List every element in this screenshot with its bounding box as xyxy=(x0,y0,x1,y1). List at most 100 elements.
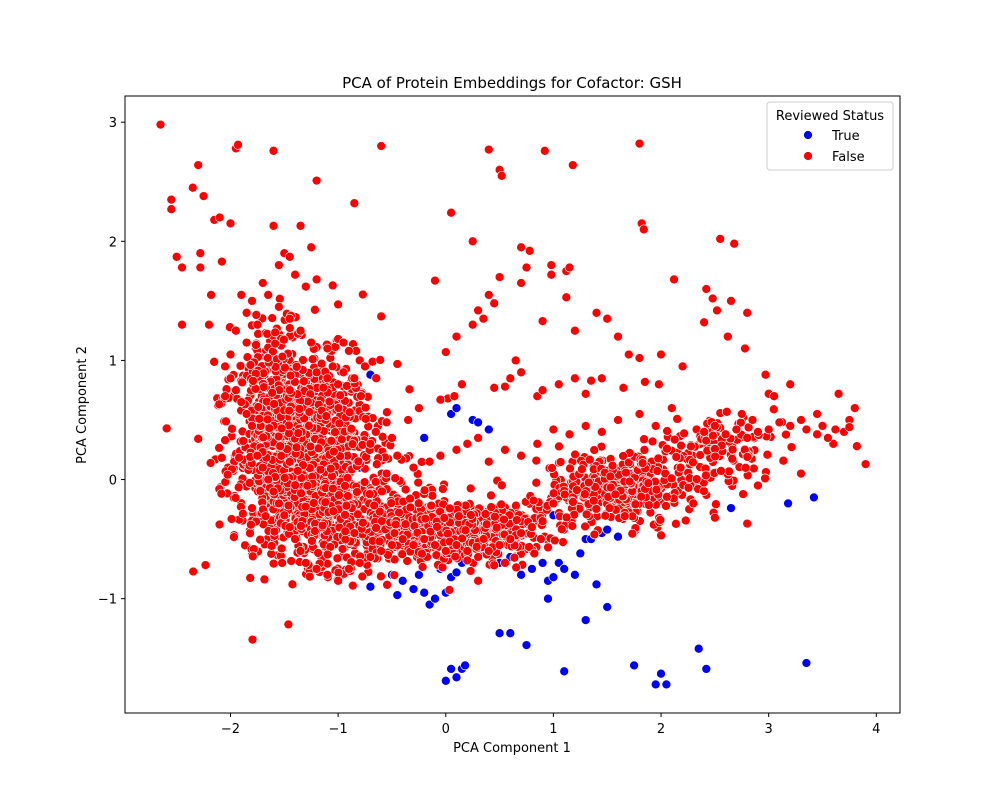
data-point-false xyxy=(155,119,166,130)
data-point-false xyxy=(425,526,436,537)
data-point-false xyxy=(263,290,274,300)
data-point-true xyxy=(580,615,591,625)
data-point-false xyxy=(691,474,702,484)
data-point-false xyxy=(556,524,567,535)
data-point-false xyxy=(216,452,227,463)
data-point-false xyxy=(419,534,430,544)
data-point-false xyxy=(177,319,187,330)
data-point-false xyxy=(300,501,311,512)
data-point-true xyxy=(693,643,704,654)
data-point-true xyxy=(440,675,451,686)
data-point-false xyxy=(360,402,371,413)
data-point-false xyxy=(413,477,424,488)
data-point-false xyxy=(473,552,483,562)
data-point-false xyxy=(340,510,350,520)
data-point-false xyxy=(337,544,348,554)
data-point-false xyxy=(427,490,438,501)
data-point-false xyxy=(408,462,419,473)
data-point-false xyxy=(221,416,231,427)
data-point-false xyxy=(715,234,726,244)
data-point-false xyxy=(387,433,397,443)
data-point-false xyxy=(623,349,634,360)
data-point-false xyxy=(324,396,335,407)
data-point-false xyxy=(548,424,559,435)
data-point-false xyxy=(403,415,413,425)
data-point-false xyxy=(257,462,268,473)
data-point-false xyxy=(267,313,278,323)
data-point-false xyxy=(605,482,616,493)
data-point-false xyxy=(437,562,448,573)
data-point-false xyxy=(554,441,564,452)
data-point-true xyxy=(656,668,666,679)
data-point-false xyxy=(293,428,304,438)
data-point-false xyxy=(291,361,302,372)
data-point-false xyxy=(255,534,265,545)
data-point-false xyxy=(277,351,288,362)
data-point-false xyxy=(465,566,476,576)
data-point-false xyxy=(451,540,462,550)
legend: Reviewed Status True False xyxy=(766,101,894,171)
data-point-true xyxy=(419,587,430,598)
data-point-false xyxy=(277,558,287,568)
data-point-false xyxy=(721,406,732,417)
data-point-false xyxy=(400,519,411,530)
data-point-false xyxy=(524,245,535,256)
data-point-false xyxy=(537,316,548,326)
data-point-false xyxy=(247,503,257,513)
data-point-false xyxy=(220,361,230,372)
data-point-false xyxy=(591,307,602,318)
data-point-true xyxy=(602,524,613,535)
data-point-true xyxy=(783,498,793,509)
data-point-true xyxy=(483,424,494,435)
data-point-false xyxy=(295,220,306,231)
data-point-false xyxy=(341,500,352,511)
data-point-false xyxy=(327,361,338,372)
data-point-false xyxy=(589,445,600,455)
data-point-false xyxy=(457,379,467,390)
data-point-false xyxy=(543,542,553,553)
x-tick-label: −1 xyxy=(329,722,348,737)
data-point-false xyxy=(284,385,295,396)
data-point-false xyxy=(613,415,623,425)
data-point-false xyxy=(727,444,738,455)
data-point-false xyxy=(747,415,758,425)
data-point-false xyxy=(356,391,366,401)
x-tick-label: 3 xyxy=(765,722,773,737)
data-point-false xyxy=(264,423,275,433)
data-point-false xyxy=(726,296,736,306)
data-point-false xyxy=(486,490,496,501)
data-point-false xyxy=(630,499,641,510)
data-point-false xyxy=(638,224,649,235)
data-point-false xyxy=(321,411,332,421)
data-point-false xyxy=(298,355,308,365)
data-point-false xyxy=(284,313,295,324)
data-point-true xyxy=(537,558,548,568)
data-point-false xyxy=(230,493,241,503)
data-point-false xyxy=(740,462,751,473)
data-point-false xyxy=(338,337,349,348)
data-point-false xyxy=(296,521,306,531)
data-point-false xyxy=(494,272,505,282)
data-point-false xyxy=(333,379,343,390)
data-point-false xyxy=(860,459,871,469)
data-point-false xyxy=(662,491,672,502)
data-point-false xyxy=(716,466,726,476)
data-point-false xyxy=(233,482,244,493)
data-point-false xyxy=(209,356,219,367)
data-point-false xyxy=(548,498,559,509)
data-point-false xyxy=(322,549,333,560)
data-point-false xyxy=(547,463,557,473)
data-point-true xyxy=(575,548,586,559)
data-point-false xyxy=(279,334,289,345)
data-point-false xyxy=(340,481,350,491)
data-point-false xyxy=(268,486,279,497)
data-point-false xyxy=(360,413,371,424)
data-point-false xyxy=(830,424,841,435)
data-point-false xyxy=(669,274,679,285)
data-point-false xyxy=(672,414,683,424)
x-tick-label: 0 xyxy=(442,722,450,737)
data-point-false xyxy=(357,289,368,300)
data-point-false xyxy=(214,399,225,410)
data-point-false xyxy=(251,310,262,320)
